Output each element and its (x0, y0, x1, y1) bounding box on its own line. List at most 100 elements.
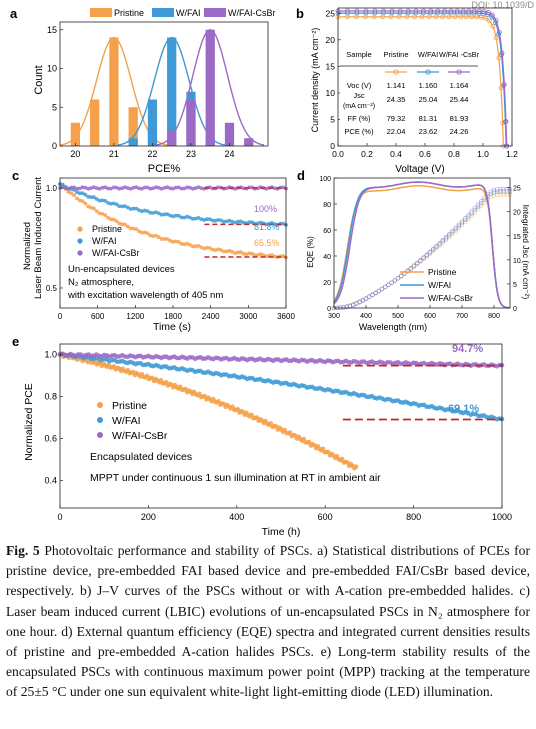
lbic-point (168, 186, 173, 191)
panel-c-ylabel-1: Normalized (22, 222, 33, 270)
jsc-point (475, 202, 481, 207)
panel-c-anno-100: 100% (254, 204, 277, 214)
lbic-point (89, 195, 93, 200)
lbic-point (140, 230, 144, 235)
legend-d-csbr: W/FAI-CsBr (428, 293, 473, 303)
panel-c-ylabel-2: Laser Beam Induced Current (33, 177, 44, 299)
panel-e-xtick: 800 (406, 512, 421, 522)
lbic-point (142, 185, 147, 190)
panel-b-ytick: 10 (326, 88, 336, 98)
lbic-point (210, 218, 215, 223)
panel-d-xtick: 700 (456, 313, 468, 320)
lbic-point (272, 186, 277, 191)
jsc-point (392, 278, 397, 283)
lbic-point (207, 217, 212, 222)
panel-d-chart: 300 400 500 600 700 800 0 20 40 60 80 100 0 5 10 15 20 25 (319, 176, 521, 320)
figure-caption: Fig. 5 Photovoltaic performance and stab… (6, 541, 530, 703)
lbic-point (193, 244, 198, 249)
jv-point (476, 8, 482, 14)
jv-point (372, 8, 378, 14)
jsc-point (501, 186, 506, 192)
panel-d-y2tick: 20 (513, 210, 521, 217)
lbic-point (238, 250, 243, 255)
lbic-point (210, 247, 215, 252)
panel-e-legend: Pristine W/FAI W/FAI-CsBr (97, 400, 168, 442)
bar-2-0 (167, 130, 177, 146)
lbic-point (92, 206, 96, 211)
table-b-row-label: Jsc (353, 91, 365, 100)
panel-d-ytick: 20 (323, 280, 331, 287)
panel-e-xtick: 600 (318, 512, 333, 522)
panel-c-ytick: 0.5 (46, 284, 58, 293)
table-b-cell: 24.26 (450, 127, 469, 136)
jv-point (499, 50, 505, 56)
lbic-point (241, 251, 246, 256)
lbic-point (114, 219, 119, 224)
jv-point (448, 8, 454, 14)
lbic-point (190, 244, 195, 249)
panel-c-xtick: 3600 (277, 312, 295, 321)
jsc-point (399, 273, 404, 278)
table-b-header-pristine: Pristine (383, 50, 408, 59)
lbic-point (97, 186, 102, 191)
bar-0-1 (90, 99, 100, 146)
lbic-point (216, 218, 221, 222)
panel-d-y2tick: 0 (513, 306, 517, 313)
jsc-point (453, 225, 458, 231)
panel-e-anno-691: 69.1% (448, 403, 479, 415)
lbic-point (97, 211, 102, 216)
panel-b-ylabel: Current density (mA cm⁻²) (310, 28, 320, 133)
table-b-header-sample: Sample (346, 50, 371, 59)
jsc-point (498, 192, 503, 197)
lbic-point (97, 198, 102, 203)
jsc-point (341, 305, 346, 310)
mppt-point (320, 446, 326, 452)
jv-point (428, 8, 434, 14)
jsc-point (363, 296, 369, 302)
jv-point (413, 8, 419, 14)
lbic-point (145, 209, 150, 214)
panel-e-ytick: 0.6 (44, 434, 57, 444)
jsc-point (367, 294, 372, 300)
jsc-point (373, 291, 378, 296)
panel-a-ytick: 10 (47, 64, 57, 74)
lbic-point (75, 196, 79, 201)
lbic-point (83, 201, 88, 206)
panel-b-chart: 0.0 0.2 0.4 0.6 0.8 1.0 1.2 0 5 10 15 20 25 (326, 7, 518, 159)
lbic-point (148, 210, 153, 215)
panel-d-ytick: 80 (323, 202, 331, 209)
panel-b-ytick: 20 (326, 35, 336, 45)
jsc-point (395, 275, 401, 281)
panel-d-ylabel2: Integrated Jsc (mA cm⁻²) (521, 205, 531, 300)
figure-5: a b c d e 20 21 22 23 24 0 5 10 15 PCE% Count Pr… (10, 6, 531, 538)
lbic-point (117, 204, 122, 209)
jsc-point (386, 282, 391, 288)
jv-point (454, 8, 460, 14)
bar-1-0 (128, 138, 138, 146)
jsc-point (434, 243, 439, 249)
jsc-point (379, 286, 385, 292)
jsc-point (495, 192, 500, 197)
lbic-point (196, 185, 201, 190)
lbic-point (173, 185, 178, 190)
jsc-point (344, 304, 349, 310)
jsc-point (383, 284, 388, 290)
jsc-point (466, 212, 471, 218)
jsc-point (450, 228, 455, 234)
panel-d-xtick: 500 (392, 313, 404, 320)
panel-b-xtick: 0.0 (332, 149, 344, 159)
jv-point (496, 29, 502, 35)
panel-a-ytick: 5 (52, 102, 57, 112)
jsc-point (504, 189, 509, 194)
jsc-point (472, 210, 477, 215)
bar-0-3 (128, 107, 138, 146)
mppt-point (216, 398, 221, 404)
lbic-point (134, 206, 139, 211)
panel-a-chart: 20 21 22 23 24 0 5 10 15 (47, 21, 269, 159)
lbic-point (120, 204, 125, 209)
panel-letter-e: e (12, 334, 19, 349)
jsc-point (491, 190, 497, 195)
lbic-point (72, 193, 76, 198)
jv-curve-0 (338, 16, 504, 147)
panel-a-legend: Pristine W/FAI W/FAI-CsBr (90, 8, 276, 18)
